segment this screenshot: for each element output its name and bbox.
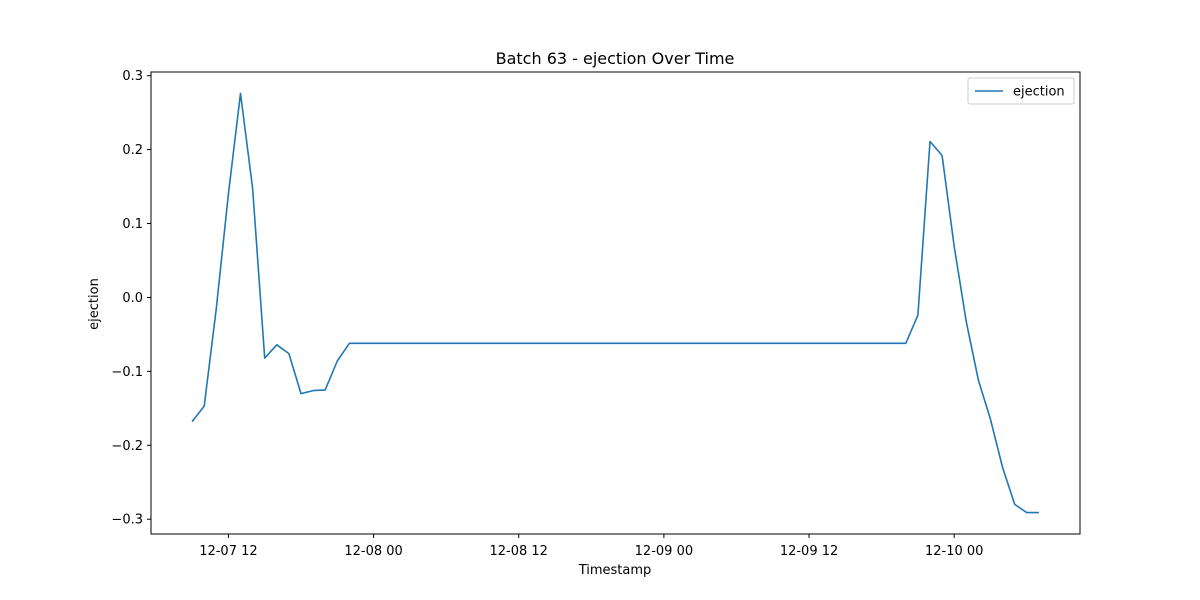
x-tick-label: 12-08 00 — [344, 544, 402, 559]
chart-title: Batch 63 - ejection Over Time — [496, 49, 735, 68]
plot-frame — [150, 71, 1081, 535]
y-tick-label: −0.1 — [111, 365, 143, 380]
legend-box — [967, 77, 1075, 105]
y-tick-label: 0.1 — [122, 217, 143, 232]
y-tick-label: 0.2 — [122, 143, 143, 158]
x-axis-label: Timestamp — [578, 563, 652, 578]
legend: ejection — [967, 77, 1075, 105]
series-line-ejection — [191, 92, 1039, 514]
x-tick-label: 12-07 12 — [199, 544, 257, 559]
x-tick-label: 12-10 00 — [925, 544, 983, 559]
y-axis-label: ejection — [87, 278, 102, 330]
x-tick-label: 12-09 12 — [780, 544, 838, 559]
legend-label: ejection — [1013, 85, 1065, 100]
y-tick-label: 0.3 — [122, 69, 143, 84]
y-tick-label: −0.3 — [111, 513, 143, 528]
x-tick-label: 12-08 12 — [490, 544, 548, 559]
y-tick-label: 0.0 — [122, 291, 143, 306]
x-tick-label: 12-09 00 — [635, 544, 693, 559]
y-tick-label: −0.2 — [111, 439, 143, 454]
plot-area: −0.3 −0.2 −0.1 0.0 0.1 0.2 0.3 12-07 12 12-08 00… — [111, 69, 1081, 559]
